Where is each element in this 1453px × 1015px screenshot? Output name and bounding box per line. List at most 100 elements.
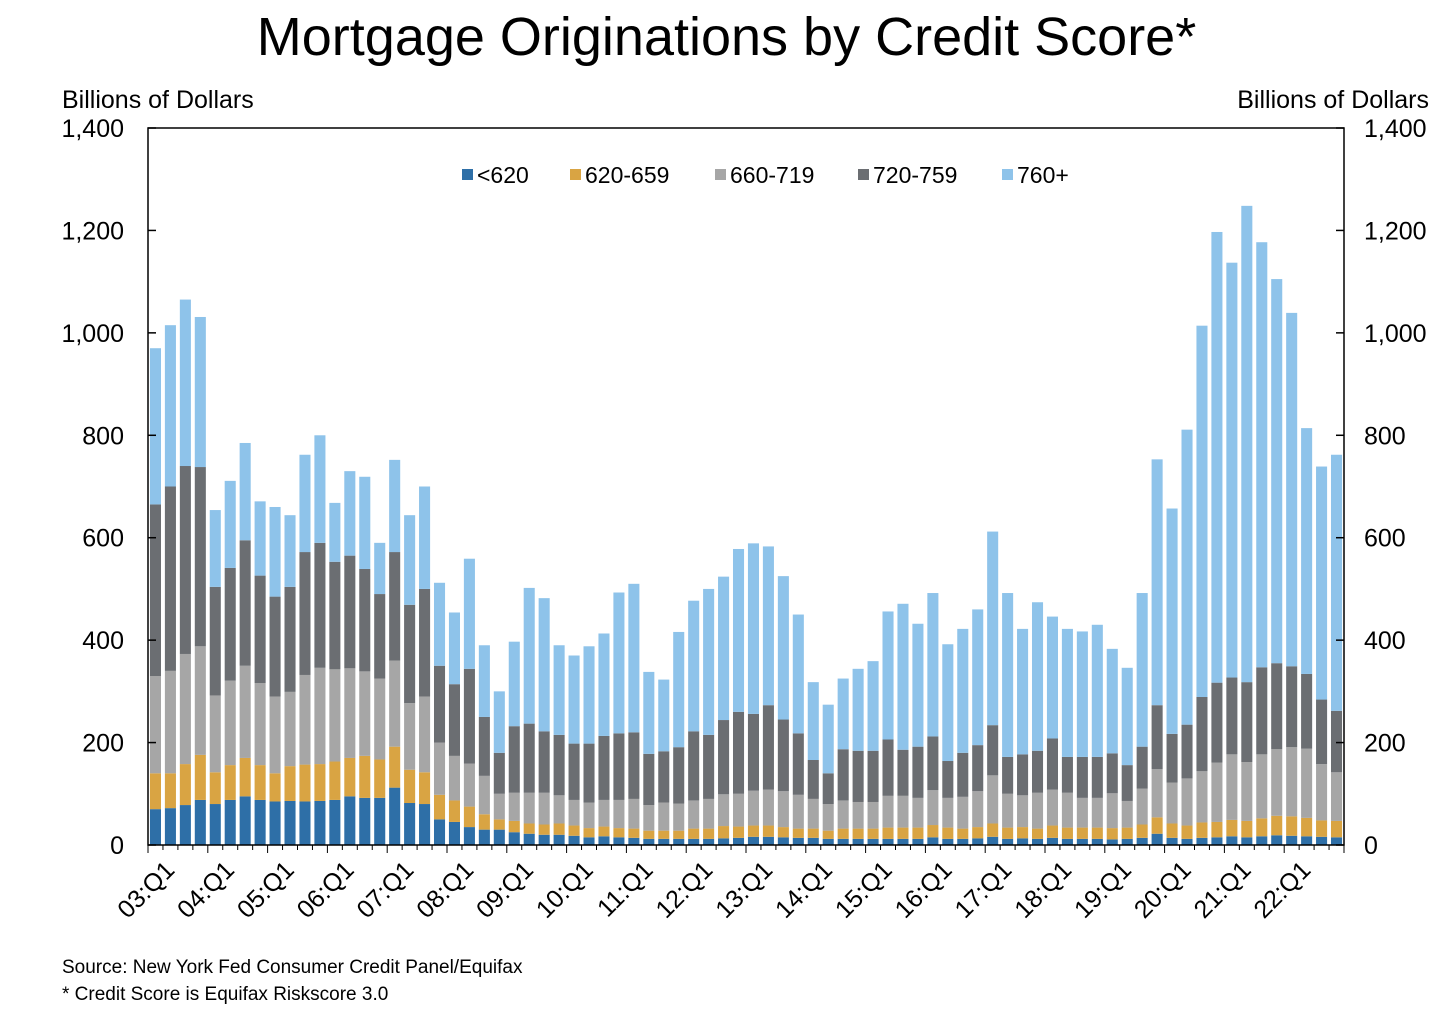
bar-segment-series-2-q54 <box>957 796 969 829</box>
bar-segment-series-3-q73 <box>1241 682 1253 763</box>
bar-segment-series-1-q45 <box>822 830 834 839</box>
bar-segment-series-3-q53 <box>942 761 954 798</box>
bar-segment-series-0-q1 <box>164 808 176 845</box>
bar-segment-series-3-q31 <box>613 733 625 800</box>
credit-score-footnote: * Credit Score is Equifax Riskscore 3.0 <box>62 984 389 1005</box>
bar-segment-series-2-q22 <box>478 775 490 815</box>
bar-segment-series-0-q60 <box>1046 837 1058 845</box>
bar-segment-series-1-q47 <box>852 828 864 839</box>
bar-segment-series-1-q77 <box>1301 817 1313 837</box>
bar-segment-series-0-q26 <box>538 834 550 845</box>
x-tick-label: 20:Q1 <box>1129 856 1197 924</box>
bar-segment-series-2-q1 <box>164 670 176 774</box>
bar-segment-series-0-q25 <box>523 833 535 845</box>
bar-segment-series-3-q6 <box>239 540 251 666</box>
legend-swatch <box>570 169 581 180</box>
bar-segment-series-3-q60 <box>1046 738 1058 790</box>
bar-segment-series-2-q28 <box>568 799 580 826</box>
bar-segment-series-3-q46 <box>837 749 849 801</box>
bar-segment-series-2-q55 <box>972 791 984 828</box>
bar-segment-series-0-q20 <box>448 821 460 845</box>
x-tick-label: 19:Q1 <box>1069 856 1137 924</box>
bar-segment-series-2-q25 <box>523 792 535 824</box>
bar-segment-series-2-q65 <box>1121 800 1133 828</box>
bar-segment-series-2-q40 <box>747 790 759 826</box>
bar-segment-series-2-q49 <box>882 795 894 828</box>
bar-segment-series-0-q72 <box>1226 836 1238 845</box>
legend-item-3: 720-759 <box>858 162 957 188</box>
bar-segment-series-1-q32 <box>628 828 640 838</box>
bar-segment-series-1-q30 <box>598 826 610 837</box>
legend-label: <620 <box>477 162 529 188</box>
x-tick-label: 21:Q1 <box>1189 856 1257 924</box>
bar-segment-series-3-q55 <box>972 745 984 792</box>
bar-segment-series-2-q77 <box>1301 748 1313 818</box>
bar-segment-series-1-q38 <box>718 826 730 839</box>
bar-segment-series-4-q71 <box>1211 231 1223 683</box>
bar-segment-series-0-q49 <box>882 838 894 845</box>
bar-segment-series-0-q48 <box>867 838 879 845</box>
bar-segment-series-1-q63 <box>1091 827 1103 839</box>
bar-segment-series-3-q22 <box>478 716 490 776</box>
bar-segment-series-0-q8 <box>269 801 281 845</box>
bar-segment-series-4-q10 <box>299 454 311 553</box>
bar-segment-series-1-q44 <box>807 828 819 838</box>
bar-segment-series-2-q11 <box>314 667 326 765</box>
bar-segment-series-0-q54 <box>957 838 969 845</box>
bar-segment-series-1-q9 <box>284 766 296 801</box>
bar-segment-series-4-q51 <box>912 623 924 747</box>
bar-segment-series-0-q17 <box>404 803 416 845</box>
bar-segment-series-2-q36 <box>688 800 700 829</box>
bar-segment-series-3-q57 <box>1002 756 1014 794</box>
legend-label: 660-719 <box>730 162 814 188</box>
bar-segment-series-2-q8 <box>269 696 281 774</box>
bar-segment-series-3-q24 <box>508 726 520 793</box>
bar-segment-series-0-q69 <box>1181 838 1193 845</box>
bar-segment-series-3-q17 <box>404 604 416 704</box>
bar-segment-series-2-q43 <box>792 794 804 829</box>
bar-segment-series-0-q11 <box>314 800 326 845</box>
bar-segment-series-1-q75 <box>1271 815 1283 836</box>
bar-segment-series-2-q70 <box>1196 771 1208 823</box>
bar-segment-series-3-q32 <box>628 732 640 799</box>
bar-segment-series-2-q21 <box>463 763 475 807</box>
bar-segment-series-2-q69 <box>1181 778 1193 826</box>
bar-segment-series-3-q68 <box>1166 733 1178 783</box>
bar-segment-series-1-q28 <box>568 825 580 836</box>
bar-segment-series-1-q67 <box>1151 817 1163 834</box>
bar-segment-series-2-q57 <box>1002 793 1014 828</box>
y-tick-label-right: 0 <box>1364 832 1378 860</box>
bar-segment-series-1-q24 <box>508 820 520 833</box>
legend: <620 620-659 660-719 720-759 760+ <box>462 162 1069 188</box>
bar-segment-series-1-q55 <box>972 827 984 839</box>
bar-segment-series-4-q62 <box>1076 631 1088 757</box>
bar-segment-series-4-q48 <box>867 661 879 751</box>
bar-segment-series-0-q74 <box>1256 836 1268 845</box>
bar-segment-series-3-q15 <box>374 594 386 679</box>
x-tick-label: 12:Q1 <box>650 856 718 924</box>
bar-segment-series-0-q62 <box>1076 838 1088 845</box>
bar-segment-series-3-q9 <box>284 586 296 692</box>
bar-segment-series-4-q42 <box>777 576 789 720</box>
bar-segment-series-3-q56 <box>987 725 999 776</box>
bar-segment-series-2-q66 <box>1136 788 1148 825</box>
bar-segment-series-2-q52 <box>927 790 939 826</box>
x-tick-label: 13:Q1 <box>710 856 778 924</box>
bar-segment-series-4-q21 <box>463 558 475 669</box>
bar-segment-series-4-q39 <box>732 548 745 712</box>
bar-segment-series-1-q3 <box>194 754 206 800</box>
bar-segment-series-4-q6 <box>239 442 251 541</box>
bar-segment-series-4-q20 <box>448 612 460 685</box>
bar-segment-series-2-q0 <box>149 675 161 774</box>
bar-segment-series-4-q4 <box>209 510 221 587</box>
bar-segment-series-0-q2 <box>179 805 191 845</box>
bar-segment-series-4-q31 <box>613 592 625 734</box>
bar-segment-series-1-q72 <box>1226 819 1238 837</box>
bar-segment-series-4-q13 <box>344 471 356 556</box>
plot-frame <box>147 127 1345 846</box>
bar-segment-series-3-q74 <box>1256 667 1268 755</box>
bar-segment-series-4-q8 <box>269 506 281 597</box>
bar-segment-series-3-q34 <box>658 751 670 803</box>
bar-segment-series-1-q33 <box>643 830 655 839</box>
bar-segment-series-2-q18 <box>419 696 431 773</box>
